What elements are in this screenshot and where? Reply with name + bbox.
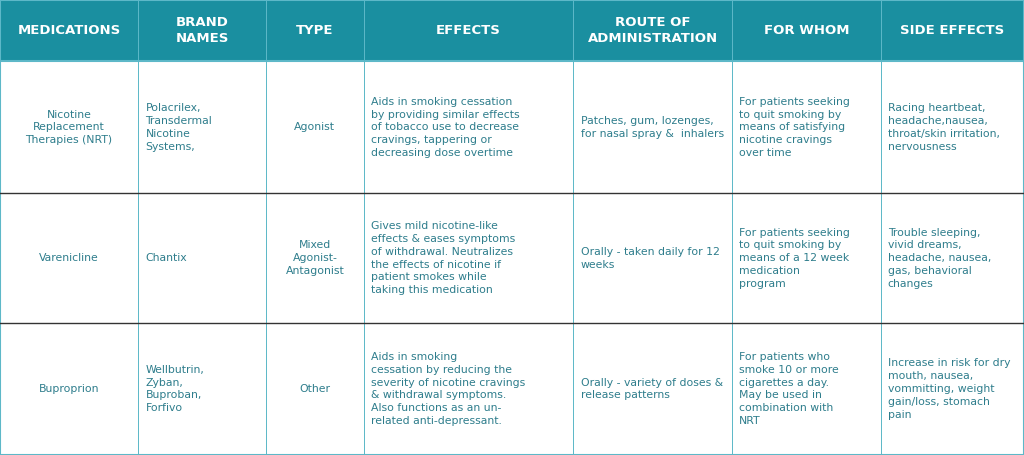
Bar <box>573 323 732 455</box>
Bar <box>0 61 138 193</box>
Text: Patches, gum, lozenges,
for nasal spray &  inhalers: Patches, gum, lozenges, for nasal spray … <box>581 116 724 139</box>
Bar <box>266 323 364 455</box>
Text: For patients seeking
to quit smoking by
means of a 12 week
medication
program: For patients seeking to quit smoking by … <box>739 228 850 289</box>
Bar <box>881 61 1024 193</box>
Bar <box>732 0 881 61</box>
Bar <box>573 61 732 193</box>
Bar <box>364 193 573 323</box>
Bar <box>138 323 266 455</box>
Text: Agonist: Agonist <box>294 122 336 132</box>
Bar <box>266 61 364 193</box>
Text: Other: Other <box>299 384 331 394</box>
Bar <box>732 193 881 323</box>
Text: Orally - variety of doses &
release patterns: Orally - variety of doses & release patt… <box>581 378 723 400</box>
Bar <box>0 0 138 61</box>
Bar <box>881 323 1024 455</box>
Bar <box>364 323 573 455</box>
Bar <box>138 0 266 61</box>
Text: Gives mild nicotine-like
effects & eases symptoms
of withdrawal. Neutralizes
the: Gives mild nicotine-like effects & eases… <box>371 221 515 295</box>
Bar <box>364 61 573 193</box>
Text: Wellbutrin,
Zyban,
Buproban,
Forfivo: Wellbutrin, Zyban, Buproban, Forfivo <box>145 365 204 413</box>
Bar <box>0 323 138 455</box>
Text: For patients seeking
to quit smoking by
means of satisfying
nicotine cravings
ov: For patients seeking to quit smoking by … <box>739 97 850 158</box>
Bar <box>266 193 364 323</box>
Bar <box>732 61 881 193</box>
Text: Mixed
Agonist-
Antagonist: Mixed Agonist- Antagonist <box>286 240 344 276</box>
Text: ROUTE OF
ADMINISTRATION: ROUTE OF ADMINISTRATION <box>588 16 718 46</box>
Text: SIDE EFFECTS: SIDE EFFECTS <box>900 24 1005 37</box>
Bar <box>732 323 881 455</box>
Text: Aids in smoking
cessation by reducing the
severity of nicotine cravings
& withdr: Aids in smoking cessation by reducing th… <box>371 352 525 426</box>
Text: MEDICATIONS: MEDICATIONS <box>17 24 121 37</box>
Text: Orally - taken daily for 12
weeks: Orally - taken daily for 12 weeks <box>581 247 720 270</box>
Bar <box>364 0 573 61</box>
Text: Racing heartbeat,
headache,nausea,
throat/skin irritation,
nervousness: Racing heartbeat, headache,nausea, throa… <box>888 103 999 152</box>
Bar <box>138 193 266 323</box>
Bar <box>573 0 732 61</box>
Text: Nicotine
Replacement
Therapies (NRT): Nicotine Replacement Therapies (NRT) <box>26 110 113 145</box>
Text: BRAND
NAMES: BRAND NAMES <box>175 16 229 46</box>
Text: Trouble sleeping,
vivid dreams,
headache, nausea,
gas, behavioral
changes: Trouble sleeping, vivid dreams, headache… <box>888 228 991 289</box>
Text: Chantix: Chantix <box>145 253 187 263</box>
Bar <box>573 193 732 323</box>
Text: Buproprion: Buproprion <box>39 384 99 394</box>
Bar <box>138 61 266 193</box>
Text: Polacrilex,
Transdermal
Nicotine
Systems,: Polacrilex, Transdermal Nicotine Systems… <box>145 103 212 152</box>
Text: For patients who
smoke 10 or more
cigarettes a day.
May be used in
combination w: For patients who smoke 10 or more cigare… <box>739 352 839 426</box>
Text: Aids in smoking cessation
by providing similar effects
of tobacco use to decreas: Aids in smoking cessation by providing s… <box>371 97 519 158</box>
Bar <box>0 193 138 323</box>
Text: TYPE: TYPE <box>296 24 334 37</box>
Text: EFFECTS: EFFECTS <box>436 24 501 37</box>
Bar <box>881 193 1024 323</box>
Bar <box>881 0 1024 61</box>
Bar <box>266 0 364 61</box>
Text: FOR WHOM: FOR WHOM <box>764 24 849 37</box>
Text: Varenicline: Varenicline <box>39 253 99 263</box>
Text: Increase in risk for dry
mouth, nausea,
vommitting, weight
gain/loss, stomach
pa: Increase in risk for dry mouth, nausea, … <box>888 359 1011 420</box>
